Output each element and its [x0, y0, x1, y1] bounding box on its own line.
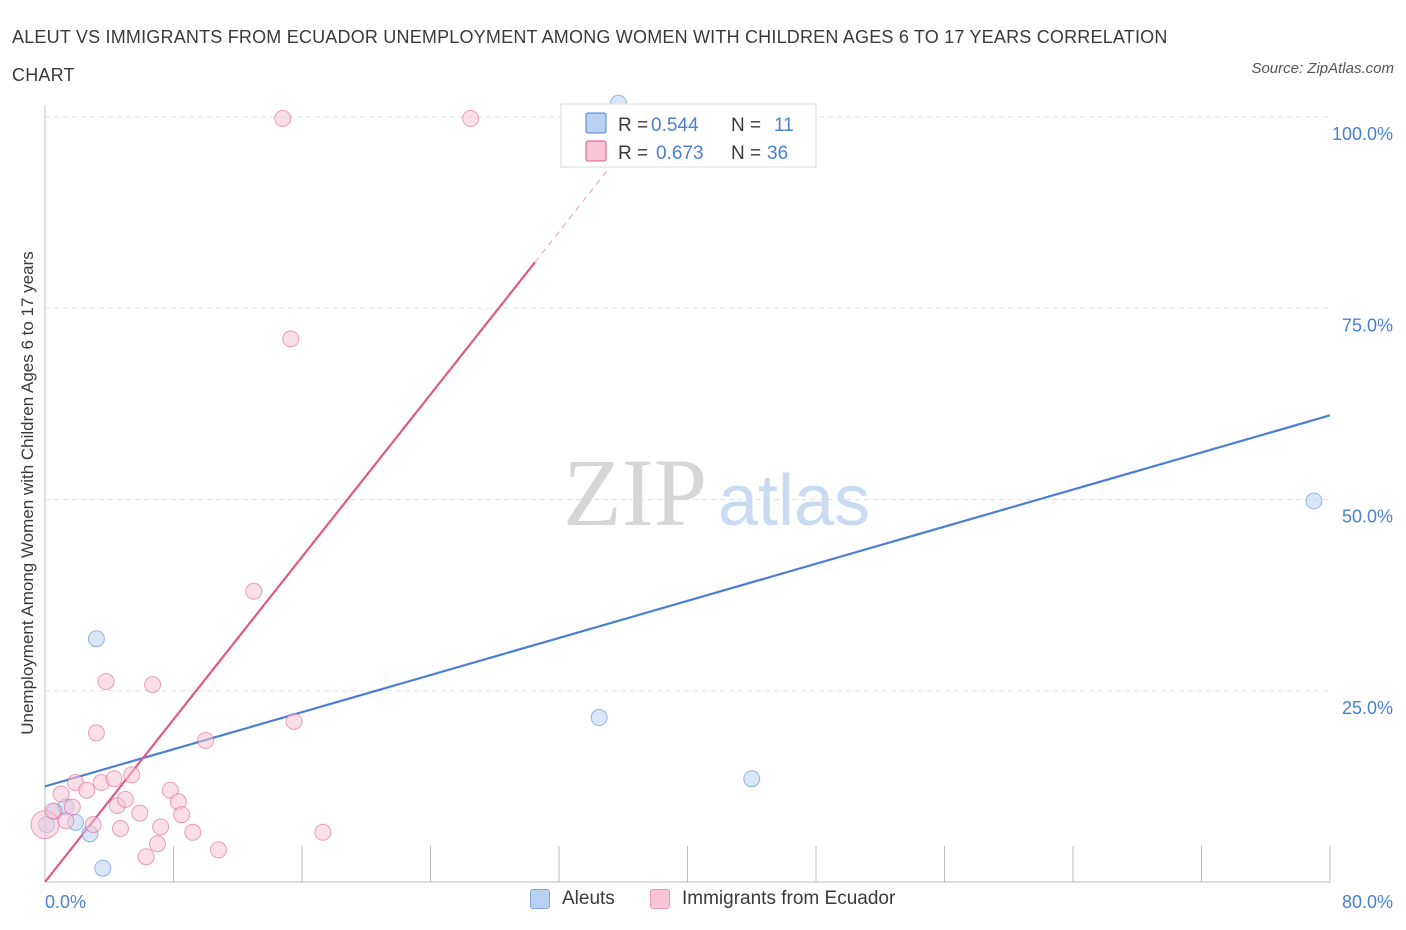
stats-legend: R = 0.544 N = 11 R = 0.673 N = 36 [560, 103, 817, 168]
ecuador-point [78, 781, 96, 799]
stats-legend-ecuador-r-label: R = [618, 143, 648, 164]
bottom-legend: Aleuts Immigrants from Ecuador [0, 888, 1406, 918]
chart-title: ALEUT VS IMMIGRANTS FROM ECUADOR UNEMPLO… [12, 27, 1168, 85]
ecuador-point [52, 785, 70, 803]
aleuts-point [87, 630, 105, 648]
aleuts-point [590, 709, 608, 727]
stats-legend-ecuador-n-value: 36 [767, 143, 788, 164]
bottom-legend-swatch-aleuts [530, 889, 550, 909]
x-tick-label-max: 80.0% [1342, 892, 1393, 912]
data-points [30, 94, 1323, 877]
stats-legend-aleuts-r-value: 0.544 [651, 115, 699, 136]
ecuador-point [137, 848, 155, 866]
ecuador-point [44, 802, 62, 820]
watermark: ZIP atlas [563, 439, 870, 546]
aleuts-trend-line [44, 414, 1331, 788]
ecuador-point [173, 806, 191, 824]
axes [44, 105, 1331, 883]
ecuador-point [97, 673, 115, 691]
ecuador-point [131, 804, 149, 822]
stats-legend-ecuador-n-label: N = [731, 143, 761, 164]
chart-source: Source: ZipAtlas.com [1251, 60, 1394, 77]
stats-legend-swatch-ecuador [585, 140, 607, 162]
x-tick-label-min: 0.0% [45, 892, 86, 912]
stats-legend-aleuts-n-value: 11 [774, 115, 794, 136]
gridlines [45, 116, 1330, 692]
ecuador-point [63, 798, 81, 816]
ecuador-point [314, 823, 332, 841]
watermark-zip: ZIP [563, 439, 707, 546]
aleuts-point [1305, 492, 1323, 510]
ecuador-point [148, 835, 166, 853]
ecuador-point [245, 582, 263, 600]
bottom-legend-ecuador: Immigrants from Ecuador [650, 888, 895, 910]
ecuador-point [285, 712, 303, 730]
ecuador-point [152, 818, 170, 836]
ecuador-trend-extension [534, 170, 608, 263]
ecuador-point [116, 790, 134, 808]
ecuador-point [87, 724, 105, 742]
ecuador-point [209, 841, 227, 859]
stats-legend-aleuts-n-label: N = [731, 115, 761, 136]
stats-legend-aleuts-r-label: R = [618, 115, 648, 136]
stats-legend-ecuador-r-value: 0.673 [656, 143, 704, 164]
aleuts-point [94, 859, 112, 877]
bottom-legend-label-ecuador: Immigrants from Ecuador [682, 888, 896, 909]
y-tick-label: 100.0% [1332, 124, 1393, 144]
y-tick-label: 75.0% [1342, 315, 1393, 335]
ecuador-point [282, 330, 300, 348]
ecuador-point [123, 766, 141, 784]
aleuts-point [743, 770, 761, 788]
ecuador-point [274, 110, 292, 128]
bottom-legend-aleuts: Aleuts [530, 888, 615, 910]
tick-labels: 25.0% 50.0% 75.0% 100.0% 0.0% 80.0% [45, 124, 1393, 912]
ecuador-point [144, 676, 162, 694]
ecuador-trend-line [44, 261, 536, 883]
y-tick-label: 50.0% [1342, 507, 1393, 527]
ecuador-point [197, 731, 215, 749]
watermark-atlas: atlas [718, 461, 870, 541]
ecuador-point [184, 823, 202, 841]
ecuador-point [111, 819, 129, 837]
bottom-legend-swatch-ecuador [650, 889, 670, 909]
ecuador-point [462, 110, 480, 128]
stats-legend-swatch-aleuts [585, 112, 607, 134]
ecuador-point [105, 770, 123, 788]
ecuador-point [84, 816, 102, 834]
bottom-legend-label-aleuts: Aleuts [562, 888, 615, 909]
ecuador-point [57, 812, 75, 830]
y-tick-label: 25.0% [1342, 698, 1393, 718]
